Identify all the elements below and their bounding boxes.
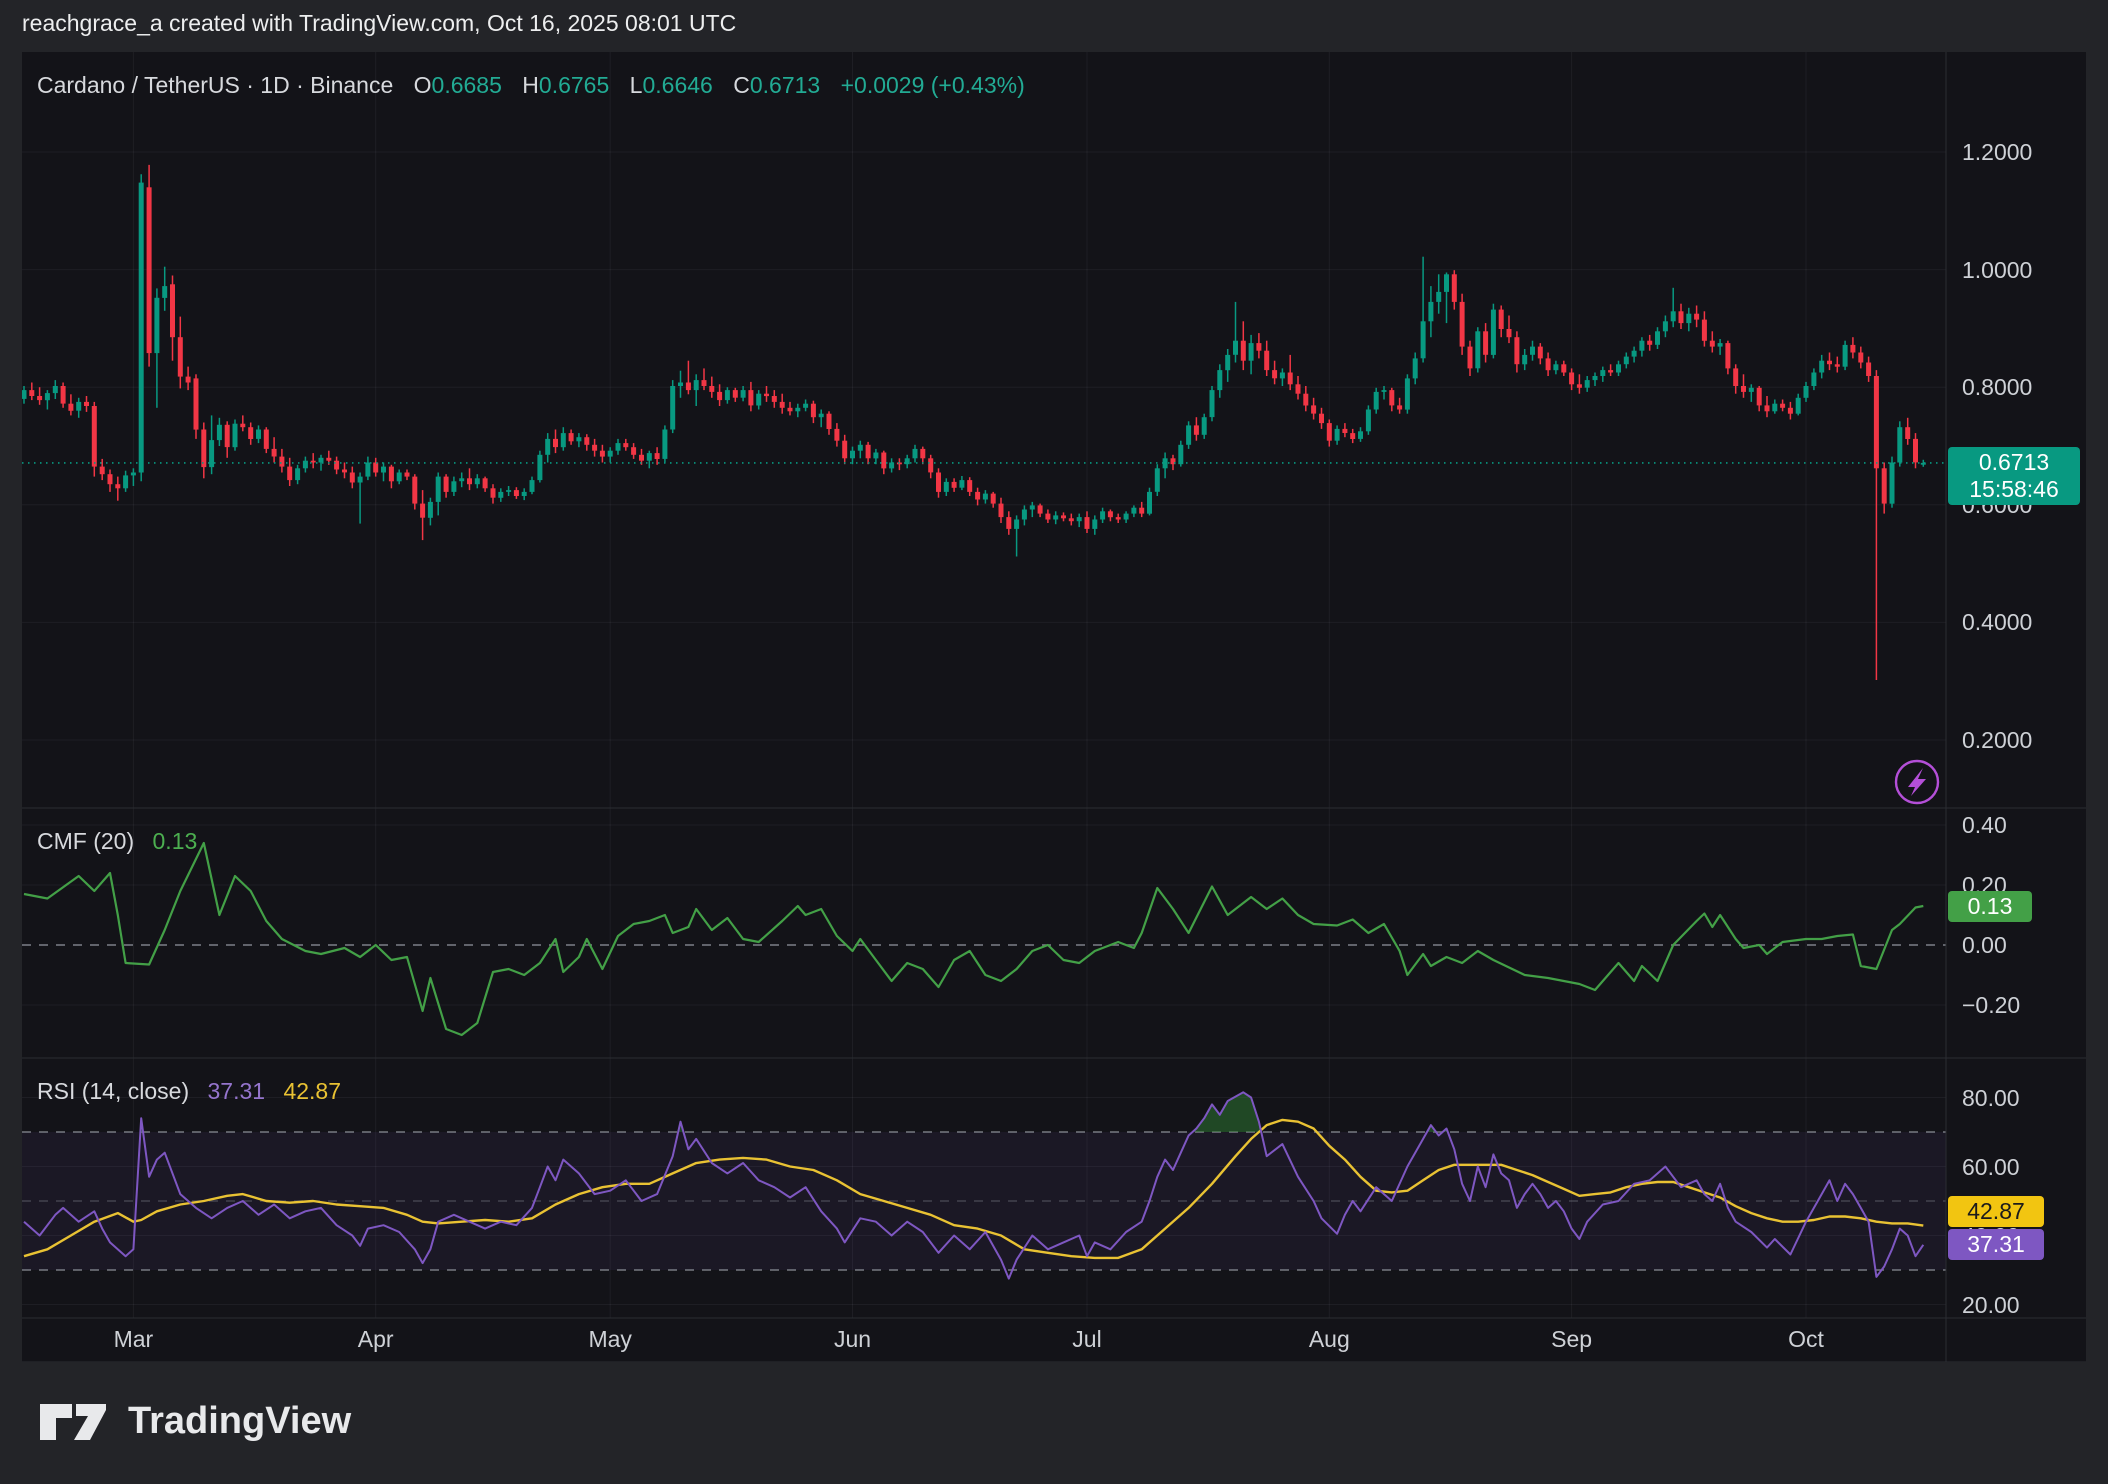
- tradingview-logo-icon: [40, 1396, 112, 1446]
- time-axis-month-label: May: [588, 1326, 631, 1353]
- cmf-axis-label: 0.40: [1962, 812, 2082, 838]
- rsi-ma-value-badge: 42.87: [1948, 1196, 2044, 1227]
- time-axis-month-label: Sep: [1551, 1326, 1592, 1353]
- cmf-axis-label: −0.20: [1962, 992, 2082, 1018]
- symbol-title: Cardano / TetherUS · 1D · Binance: [37, 72, 393, 98]
- rsi-ma-badge-value: 42.87: [1967, 1198, 2025, 1225]
- cmf-legend[interactable]: CMF (20) 0.13: [37, 828, 197, 855]
- cmf-legend-value: 0.13: [153, 828, 198, 854]
- last-price-badge: 0.6713 15:58:46: [1948, 447, 2080, 505]
- low-label: L: [630, 72, 643, 98]
- close-value: 0.6713: [750, 72, 820, 98]
- symbol-legend[interactable]: Cardano / TetherUS · 1D · Binance O0.668…: [37, 72, 1025, 99]
- rsi-legend[interactable]: RSI (14, close) 37.31 42.87: [37, 1078, 341, 1105]
- rsi-axis-label: 80.00: [1962, 1085, 2082, 1111]
- bar-countdown: 15:58:46: [1969, 476, 2059, 503]
- rsi-badge-value: 37.31: [1967, 1231, 2025, 1258]
- last-price-value: 0.6713: [1979, 449, 2049, 476]
- rsi-ma-legend-value: 42.87: [283, 1078, 341, 1104]
- time-axis-month-label: Apr: [358, 1326, 394, 1353]
- time-axis-month-label: Aug: [1309, 1326, 1350, 1353]
- page: { "attribution": "reachgrace_a created w…: [0, 0, 2108, 1484]
- chart-panel[interactable]: Cardano / TetherUS · 1D · Binance O0.668…: [22, 52, 2086, 1362]
- price-axis-label: 0.4000: [1962, 609, 2082, 635]
- time-axis-month-label: Mar: [114, 1326, 154, 1353]
- tradingview-logo-text: TradingView: [128, 1400, 351, 1443]
- chart-canvas[interactable]: [22, 52, 2086, 1362]
- time-axis-month-label: Oct: [1788, 1326, 1824, 1353]
- lightning-icon[interactable]: [1896, 761, 1938, 803]
- change-value: +0.0029 (+0.43%): [841, 72, 1025, 98]
- open-label: O: [414, 72, 432, 98]
- low-value: 0.6646: [642, 72, 712, 98]
- time-axis-month-label: Jul: [1072, 1326, 1101, 1353]
- price-axis-label: 1.2000: [1962, 139, 2082, 165]
- close-label: C: [733, 72, 750, 98]
- high-value: 0.6765: [539, 72, 609, 98]
- time-axis-month-label: Jun: [834, 1326, 871, 1353]
- price-axis-label: 0.2000: [1962, 727, 2082, 753]
- rsi-axis-label: 20.00: [1962, 1292, 2082, 1318]
- cmf-value-badge: 0.13: [1948, 891, 2032, 922]
- attribution-text: reachgrace_a created with TradingView.co…: [22, 10, 736, 37]
- tradingview-logo[interactable]: TradingView: [40, 1396, 351, 1446]
- cmf-legend-label: CMF (20): [37, 828, 134, 854]
- candle-series: [22, 165, 1926, 680]
- cmf-axis-label: 0.00: [1962, 932, 2082, 958]
- open-value: 0.6685: [432, 72, 502, 98]
- rsi-legend-value: 37.31: [208, 1078, 266, 1104]
- price-axis-label: 1.0000: [1962, 257, 2082, 283]
- cmf-line: [24, 843, 1923, 1035]
- rsi-axis-label: 60.00: [1962, 1154, 2082, 1180]
- rsi-legend-label: RSI (14, close): [37, 1078, 189, 1104]
- rsi-value-badge: 37.31: [1948, 1229, 2044, 1260]
- cmf-badge-value: 0.13: [1968, 893, 2013, 920]
- high-label: H: [522, 72, 539, 98]
- price-axis-label: 0.8000: [1962, 374, 2082, 400]
